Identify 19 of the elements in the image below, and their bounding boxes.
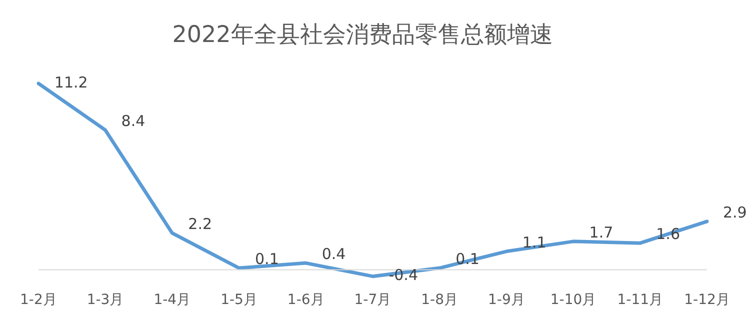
x-tick-label: 1-5月: [220, 292, 258, 308]
x-tick-label: 1-6月: [287, 292, 324, 308]
data-label: 2.2: [188, 215, 212, 233]
x-tick-label: 1-10月: [550, 292, 596, 308]
x-tick-label: 1-8月: [421, 292, 458, 308]
x-tick-label: 1-2月: [20, 292, 57, 308]
x-tick-label: 1-4月: [154, 292, 191, 308]
data-label: 11.2: [54, 73, 88, 92]
data-label: 2.9: [723, 203, 747, 222]
chart-title: 2022年全县社会消费品零售总额增速: [172, 22, 553, 48]
data-label: 8.4: [121, 112, 146, 130]
x-tick-label: 1-9月: [488, 292, 525, 308]
x-tick-label: 1-12月: [684, 292, 730, 308]
data-label: 0.4: [322, 244, 346, 263]
data-label: 1.7: [589, 223, 614, 242]
x-tick-label: 1-3月: [86, 292, 124, 308]
data-label: 0.1: [255, 250, 279, 268]
x-tick-label: 1-11月: [617, 292, 664, 308]
x-tick-label: 1-7月: [354, 292, 392, 308]
